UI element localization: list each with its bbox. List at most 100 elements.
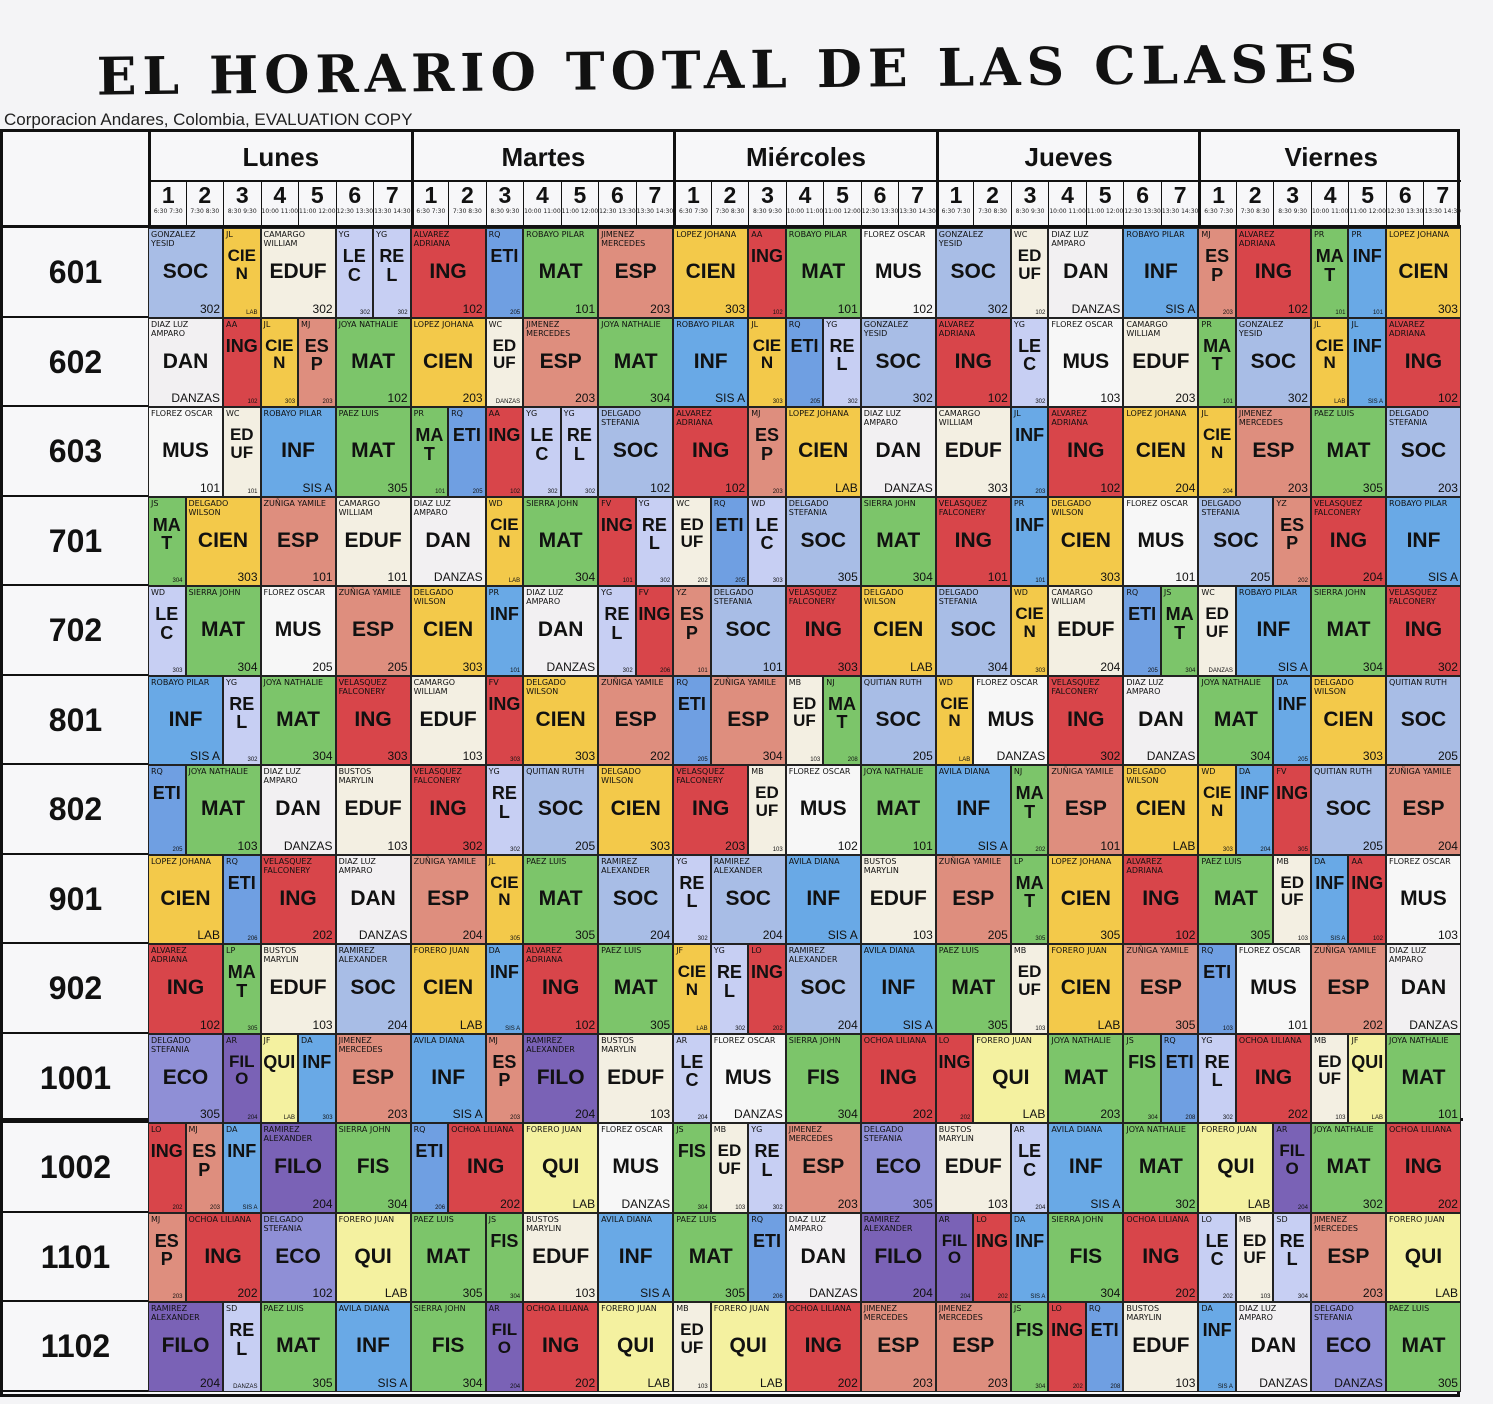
class-cell[interactable]: Avila Diana INF SIS A (335, 1302, 411, 1392)
class-cell[interactable]: DA INF SIS A (485, 944, 524, 1034)
class-cell[interactable]: Sierra John FIS 304 (410, 1302, 486, 1392)
class-cell[interactable]: Delgado Wilson CIEN 303 (523, 675, 599, 765)
class-cell[interactable]: Alvarez Adriana ING 102 (935, 317, 1011, 407)
class-cell[interactable]: LO ING 202 (973, 1212, 1011, 1302)
class-cell[interactable]: Sierra John MAT 304 (1310, 586, 1386, 676)
class-cell[interactable]: Florez Oscar MUS 103 (1385, 854, 1461, 944)
class-cell[interactable]: LO ING 202 (935, 1033, 974, 1123)
class-cell[interactable]: Diaz Luz Amparo DAN DANZAS (148, 317, 224, 407)
class-cell[interactable]: Zuñiga Yamile ESP 205 (935, 854, 1011, 944)
class-cell[interactable]: Ochoa Liliana ING 202 (1385, 1123, 1461, 1213)
class-cell[interactable]: RQ ETI 205 (485, 228, 524, 318)
class-cell[interactable]: Delgado Stefania ECO DANZAS (1310, 1302, 1386, 1392)
class-cell[interactable]: YG REL 302 (373, 228, 411, 318)
class-cell[interactable]: Joya Nathalie MAT 304 (1198, 675, 1274, 765)
class-cell[interactable]: Delgado Wilson CIEN 303 (1048, 496, 1124, 586)
class-cell[interactable]: Joya Nathalie MAT 101 (1385, 1033, 1461, 1123)
class-cell[interactable]: Zuñiga Yamile ESP 202 (598, 675, 674, 765)
class-cell[interactable]: Quitian Ruth SOC 205 (1310, 765, 1386, 855)
class-cell[interactable]: Diaz Luz Amparo DAN DANZAS (410, 496, 486, 586)
class-cell[interactable]: JF QUI LAB (260, 1033, 299, 1123)
class-cell[interactable]: JS FIS 304 (485, 1212, 524, 1302)
class-cell[interactable]: Velasquez Falconery ING 101 (935, 496, 1011, 586)
class-cell[interactable]: YG LEC 302 (335, 228, 374, 318)
class-cell[interactable]: Forero Juan CIEN LAB (1048, 944, 1124, 1034)
class-cell[interactable]: LO ING 202 (1048, 1302, 1086, 1392)
class-cell[interactable]: DA INF 204 (1235, 765, 1274, 855)
class-cell[interactable]: Lopez Johana CIEN LAB (785, 407, 861, 497)
class-cell[interactable]: WD CIEN LAB (935, 675, 974, 765)
class-cell[interactable]: Velasquez Falconery ING 204 (1310, 496, 1386, 586)
class-cell[interactable]: Camargo William EDUF 204 (1048, 586, 1124, 676)
class-cell[interactable]: RQ ETI 208 (1085, 1302, 1124, 1392)
class-cell[interactable]: Joya Nathalie MAT 103 (185, 765, 261, 855)
class-cell[interactable]: AA ING 102 (748, 228, 786, 318)
class-cell[interactable]: Avila Diana INF SIS A (598, 1212, 674, 1302)
class-cell[interactable]: Robayo Pilar INF SIS A (148, 675, 224, 765)
class-cell[interactable]: JS MAT 304 (1160, 586, 1199, 676)
class-cell[interactable]: JS FIS 304 (1123, 1033, 1161, 1123)
class-cell[interactable]: Alvarez Adriana ING 102 (1048, 407, 1124, 497)
class-cell[interactable]: Robayo Pilar INF SIS A (1235, 586, 1311, 676)
class-cell[interactable]: FV ING 206 (635, 586, 674, 676)
class-cell[interactable]: Quitian Ruth SOC 205 (523, 765, 599, 855)
class-cell[interactable]: YG REL 302 (598, 586, 636, 676)
class-cell[interactable]: Ramirez Alexander FILO 204 (860, 1212, 936, 1302)
class-cell[interactable]: Joya Nathalie MAT 302 (1310, 1123, 1386, 1213)
class-cell[interactable]: FV ING 101 (598, 496, 636, 586)
class-cell[interactable]: Avila Diana INF SIS A (410, 1033, 486, 1123)
class-cell[interactable]: LO ING 202 (748, 944, 786, 1034)
class-cell[interactable]: WD LEC 303 (748, 496, 786, 586)
class-cell[interactable]: SD REL DANZAS (223, 1302, 261, 1392)
class-cell[interactable]: Quitian Ruth SOC 205 (1385, 675, 1461, 765)
class-cell[interactable]: Zuñiga Yamile ESP 101 (1048, 765, 1124, 855)
class-cell[interactable]: YG LEC 302 (1010, 317, 1049, 407)
class-cell[interactable]: Camargo William EDUF 101 (335, 496, 411, 586)
class-cell[interactable]: RQ ETI 205 (1123, 586, 1161, 676)
class-cell[interactable]: PR INF 101 (1348, 228, 1386, 318)
class-cell[interactable]: Ochoa Liliana ING 202 (785, 1302, 861, 1392)
class-cell[interactable]: DA INF 205 (1273, 675, 1311, 765)
class-cell[interactable]: Joya Nathalie MAT 304 (260, 675, 336, 765)
class-cell[interactable]: Paez Luis MAT 305 (1310, 407, 1386, 497)
class-cell[interactable]: Alvarez Adriana ING 102 (1385, 317, 1461, 407)
class-cell[interactable]: Paez Luis MAT 305 (260, 1302, 336, 1392)
class-cell[interactable]: RQ ETI 205 (148, 765, 186, 855)
class-cell[interactable]: AR FILO 204 (935, 1212, 974, 1302)
class-cell[interactable]: Florez Oscar MUS 102 (785, 765, 861, 855)
class-cell[interactable]: YG REL 302 (1198, 1033, 1236, 1123)
class-cell[interactable]: Avila Diana INF SIS A (1048, 1123, 1124, 1213)
class-cell[interactable]: JL INF 203 (1010, 407, 1049, 497)
class-cell[interactable]: Jimenez Mercedes ESP 203 (785, 1123, 861, 1213)
class-cell[interactable]: Bustos Marylin EDUF 103 (523, 1212, 599, 1302)
class-cell[interactable]: Lopez Johana CIEN 303 (673, 228, 749, 318)
class-cell[interactable]: Robayo Pilar MAT 101 (785, 228, 861, 318)
class-cell[interactable]: JL CIEN LAB (223, 228, 261, 318)
class-cell[interactable]: Zuñiga Yamile ESP 202 (1310, 944, 1386, 1034)
class-cell[interactable]: RQ ETI 206 (223, 854, 261, 944)
class-cell[interactable]: YG REL 302 (635, 496, 674, 586)
class-cell[interactable]: Paez Luis MAT 305 (598, 944, 674, 1034)
class-cell[interactable]: Velasquez Falconery ING 303 (335, 675, 411, 765)
class-cell[interactable]: Ochoa Liliana ING 202 (1235, 1033, 1311, 1123)
class-cell[interactable]: WC EDUF 202 (673, 496, 711, 586)
class-cell[interactable]: Delgado Stefania SOC 203 (1385, 407, 1461, 497)
class-cell[interactable]: Delgado Stefania SOC 304 (935, 586, 1011, 676)
class-cell[interactable]: Florez Oscar MUS DANZAS (973, 675, 1049, 765)
class-cell[interactable]: LO LEC 202 (1198, 1212, 1236, 1302)
class-cell[interactable]: AR LEC 204 (1010, 1123, 1049, 1213)
class-cell[interactable]: PR MAT 101 (1198, 317, 1236, 407)
class-cell[interactable]: Avila Diana INF SIS A (935, 765, 1011, 855)
class-cell[interactable]: WD CIEN 303 (1010, 586, 1049, 676)
class-cell[interactable]: Zuñiga Yamile ESP 205 (335, 586, 411, 676)
class-cell[interactable]: Alvarez Adriana ING 102 (1123, 854, 1199, 944)
class-cell[interactable]: MB EDUF 103 (785, 675, 824, 765)
class-cell[interactable]: Joya Nathalie MAT 203 (1048, 1033, 1124, 1123)
class-cell[interactable]: Florez Oscar MUS 103 (1048, 317, 1124, 407)
class-cell[interactable]: YG LEC 302 (523, 407, 561, 497)
class-cell[interactable]: Alvarez Adriana ING 102 (410, 228, 486, 318)
class-cell[interactable]: Forero Juan QUI LAB (710, 1302, 786, 1392)
class-cell[interactable]: Zuñiga Yamile ESP 101 (260, 496, 336, 586)
class-cell[interactable]: Joya Nathalie MAT 101 (860, 765, 936, 855)
class-cell[interactable]: YG REL 302 (823, 317, 861, 407)
